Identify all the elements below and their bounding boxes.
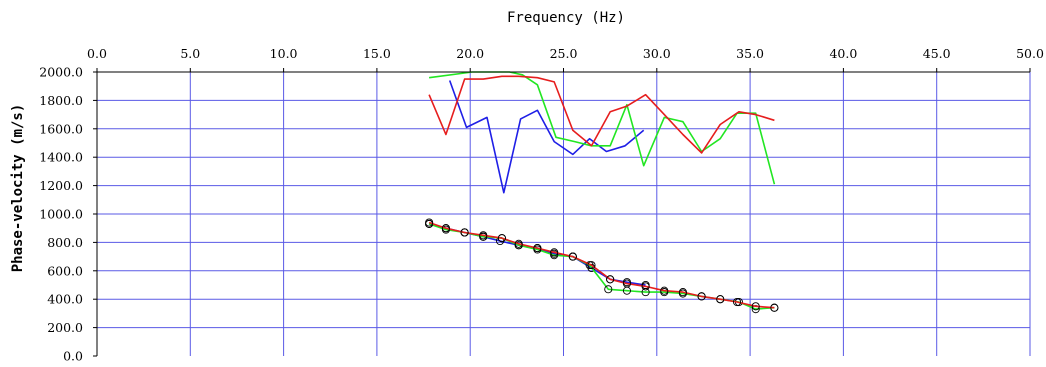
y-tick-label: 1400.0 xyxy=(39,150,83,165)
y-tick-label: 0.0 xyxy=(63,349,83,364)
x-tick-label: 30.0 xyxy=(643,46,671,61)
data-point-marker xyxy=(678,288,687,297)
grid xyxy=(97,71,1031,356)
series-line-blue-lower xyxy=(428,223,646,286)
data-point-marker xyxy=(587,261,596,270)
x-tick-label: 25.0 xyxy=(550,46,578,61)
data-point-marker xyxy=(641,288,650,297)
series-line-green-upper xyxy=(428,71,776,185)
axes xyxy=(93,68,1031,357)
series-line-red-lower xyxy=(428,221,775,309)
data-point-marker xyxy=(425,218,434,227)
y-tick-label: 1600.0 xyxy=(39,121,83,136)
data-point-marker xyxy=(568,252,577,261)
series-line-red-upper xyxy=(428,75,775,154)
data-point-marker xyxy=(533,244,542,253)
data-point-marker xyxy=(514,239,523,248)
series-line-blue-upper xyxy=(448,80,645,194)
y-tick-labels: 2000.0 1800.0 1600.0 1400.0 1200.0 1000.0 800.… xyxy=(39,65,83,364)
data-point-marker xyxy=(606,275,615,284)
x-tick-label: 45.0 xyxy=(923,46,951,61)
x-tick-labels: 0.0 5.0 10.0 15.0 20.0 25.0 30.0 35.0 40.0 45.0 50… xyxy=(87,46,1044,61)
data-point-marker xyxy=(550,248,559,257)
y-tick-label: 1000.0 xyxy=(39,207,83,222)
data-point-marker xyxy=(441,224,450,233)
x-tick-label: 20.0 xyxy=(456,46,484,61)
x-tick-label: 5.0 xyxy=(180,46,200,61)
y-tick-label: 600.0 xyxy=(47,263,83,278)
data-point-marker xyxy=(585,261,594,270)
data-point-marker xyxy=(479,231,488,240)
data-point-marker xyxy=(660,286,669,295)
data-point-marker xyxy=(460,228,469,237)
data-point-marker xyxy=(604,285,613,294)
data-point-marker xyxy=(641,282,650,291)
y-tick-label: 1200.0 xyxy=(39,178,83,193)
data-point-marker xyxy=(497,234,506,243)
data-point-marker xyxy=(732,297,742,307)
y-tick-label: 800.0 xyxy=(47,235,83,250)
x-tick-label: 15.0 xyxy=(363,46,391,61)
x-tick-label: 35.0 xyxy=(736,46,764,61)
x-axis-title: Frequency (Hz) xyxy=(507,10,625,26)
x-tick-label: 50.0 xyxy=(1016,46,1044,61)
data-point-marker xyxy=(622,279,631,288)
y-tick-label: 200.0 xyxy=(47,320,83,335)
x-tick-label: 40.0 xyxy=(829,46,857,61)
x-tick-label: 0.0 xyxy=(87,46,107,61)
y-axis-title: Phase-velocity (m/s) xyxy=(10,104,26,273)
x-tick-label: 10.0 xyxy=(270,46,298,61)
plot-lines xyxy=(425,71,779,314)
data-point-marker xyxy=(716,295,725,304)
data-point-marker xyxy=(751,302,760,311)
y-tick-label: 400.0 xyxy=(47,292,83,307)
data-point-marker xyxy=(697,292,706,301)
y-tick-label: 1800.0 xyxy=(39,93,83,108)
data-point-marker xyxy=(770,303,779,312)
y-tick-label: 2000.0 xyxy=(39,65,83,80)
